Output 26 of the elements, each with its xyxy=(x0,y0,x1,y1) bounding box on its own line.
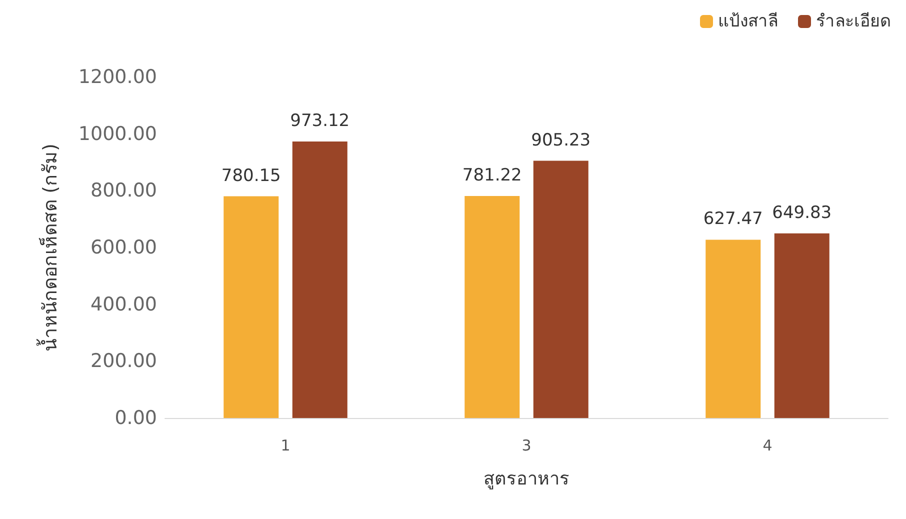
y-tick-label: 800.00 xyxy=(90,180,157,202)
y-tick-label: 600.00 xyxy=(90,236,157,258)
bar xyxy=(464,196,520,418)
data-label: 905.23 xyxy=(531,130,591,150)
bar xyxy=(292,141,348,418)
bar xyxy=(224,196,279,418)
data-label: 781.22 xyxy=(462,166,522,186)
bar xyxy=(706,240,761,418)
x-tick-label: 1 xyxy=(280,436,290,454)
bar xyxy=(774,233,830,418)
y-tick-label: 200.00 xyxy=(90,350,157,372)
y-tick-label: 0.00 xyxy=(114,407,157,429)
y-axis-title: น้ำหนักดอกเห็ดสด (กรัม) xyxy=(36,144,62,352)
legend-label: รำละเอียด xyxy=(816,12,891,32)
x-axis-title: สูตรอาหาร xyxy=(484,468,570,490)
data-label: 973.12 xyxy=(290,110,350,131)
data-label: 780.15 xyxy=(221,166,281,186)
data-label: 627.47 xyxy=(703,209,763,230)
y-tick-label: 400.00 xyxy=(90,293,157,316)
legend-label: แป้งสาลี xyxy=(718,12,778,32)
data-label: 649.83 xyxy=(772,202,832,223)
y-tick-label: 1000.00 xyxy=(78,122,157,145)
x-tick-label: 4 xyxy=(762,436,772,454)
x-tick-label: 3 xyxy=(522,436,532,454)
bar xyxy=(533,160,588,418)
y-tick-label: 1200.00 xyxy=(78,66,157,88)
